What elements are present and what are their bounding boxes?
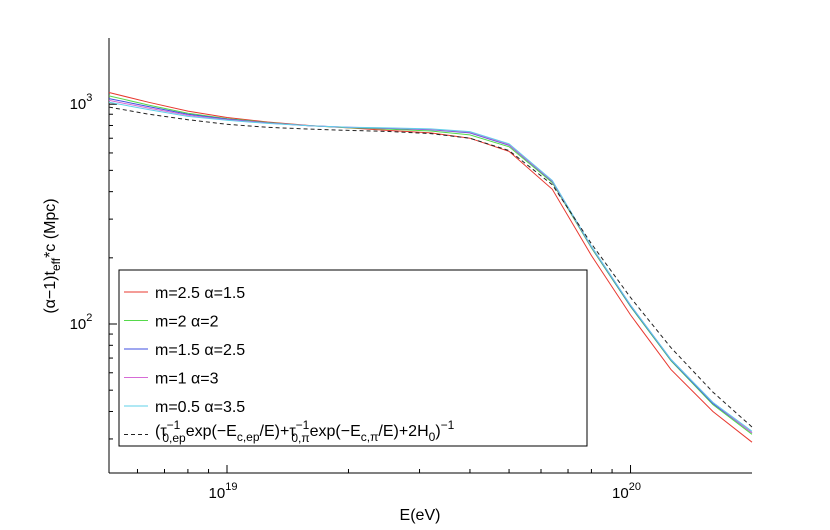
series-line-5: [108, 101, 753, 432]
series-line-6: [108, 106, 753, 428]
y-tick-label: 103: [70, 92, 93, 113]
y-tick-label: 102: [70, 312, 93, 333]
legend-box: [118, 269, 588, 447]
y-axis-label: (α−1)teff*c (Mpc): [42, 198, 63, 313]
legend-label-3: m=1.5 α=2.5: [155, 342, 245, 359]
axis-ticks: 1019 1020 102 103: [70, 92, 641, 502]
plot-frame: [108, 38, 752, 474]
legend-label-2: m=2 α=2: [155, 314, 219, 331]
series-line-1: [108, 92, 753, 443]
series-layer: [108, 92, 753, 443]
x-axis-label: E(eV): [400, 507, 441, 524]
x-tick-label: 1019: [209, 481, 238, 502]
legend-label-5: m=0.5 α=3.5: [155, 399, 245, 416]
legend-entries: m=2.5 α=1.5 m=2 α=2 m=1.5 α=2.5 m=1 α=3 m=0.…: [124, 285, 245, 435]
legend-formula: (τ−1 0,epexp(−Ec,ep/E)+τ−1 0,πexp(−Ec,π/E)…: [155, 418, 455, 445]
legend: m=2.5 α=1.5 m=2 α=2 m=1.5 α=2.5 m=1 α=3 m=0.…: [118, 269, 588, 447]
x-tick-label: 1020: [612, 481, 641, 502]
legend-label-1: m=2.5 α=1.5: [155, 285, 245, 302]
legend-label-4: m=1 α=3: [155, 371, 219, 388]
